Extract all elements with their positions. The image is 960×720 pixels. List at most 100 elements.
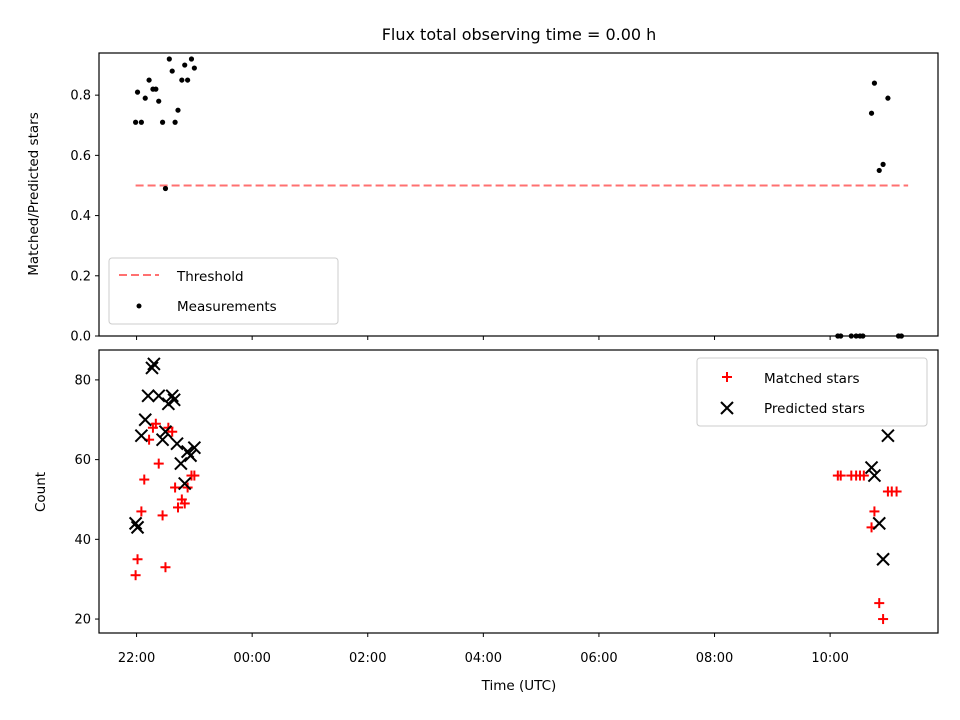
predicted-star-point: [130, 520, 145, 535]
top-y-ticks: 0.0 0.2 0.4 0.6 0.8: [70, 89, 99, 345]
matched-legend-swatch: [722, 372, 732, 382]
predicted-x-b: [158, 425, 173, 439]
predicted-x-b: [145, 361, 159, 375]
matched-star-point: [157, 510, 168, 521]
matched-star-point: [891, 486, 902, 497]
measurement-point: [162, 185, 169, 192]
predicted-star-point: [881, 428, 895, 443]
matched-star-point: [167, 426, 178, 437]
y-tick-label: 60: [74, 453, 91, 468]
measurement-point: [185, 77, 191, 83]
bottom-x-ticks: 22:00 00:00 02:00 04:00 06:00 08:00 10:00: [118, 633, 849, 666]
predicted-star-point: [178, 476, 192, 491]
measurement-point: [142, 95, 148, 101]
threshold-legend-label: Threshold: [176, 269, 244, 285]
measurement-point: [172, 119, 178, 125]
measurement-point: [159, 119, 166, 125]
x-tick-label: 08:00: [696, 651, 733, 666]
top-legend-box: [108, 257, 339, 325]
predicted-x-b: [867, 468, 882, 483]
x-tick-label: 02:00: [349, 651, 386, 666]
predicted-star-point: [147, 357, 161, 371]
measurement-point: [166, 56, 172, 62]
predicted-legend-swatch: [720, 401, 734, 415]
matched-star-point: [172, 502, 183, 513]
measurement-point: [871, 80, 878, 86]
predicted-x-b: [174, 456, 188, 471]
predicted-star-point: [152, 389, 166, 403]
x-tick-label: 04:00: [465, 651, 502, 666]
bottom-y-ticks: 20 40 60 80: [74, 373, 99, 628]
predicted-star-point: [170, 436, 184, 451]
predicted-x-b: [170, 436, 184, 451]
predicted-star-point: [155, 432, 170, 447]
predicted-x-b: [881, 428, 895, 443]
chart-title: Flux total observing time = 0.00 h: [382, 25, 657, 44]
predicted-x-b: [138, 413, 152, 427]
y-tick-label: 0.6: [70, 149, 91, 164]
y-tick-label: 80: [74, 373, 91, 388]
predicted-x-b: [152, 389, 166, 403]
x-tick-label: 10:00: [811, 651, 848, 666]
matched-star-point: [130, 570, 141, 581]
predicted-star-point: [138, 413, 152, 427]
measurement-point: [876, 167, 882, 174]
predicted-star-point: [867, 468, 882, 483]
measurement-point: [138, 119, 144, 125]
predicted-star-point: [876, 552, 890, 566]
matched-star-point: [150, 418, 161, 429]
measurement-point: [880, 161, 886, 167]
predicted-star-point: [174, 456, 188, 471]
predicted-x-b: [165, 389, 179, 403]
top-legend: Threshold Measurements: [108, 257, 339, 325]
measurements-legend-swatch: [136, 303, 142, 309]
predicted-star-point: [134, 428, 149, 443]
measurement-point: [133, 119, 139, 125]
measurement-point: [191, 65, 197, 71]
bottom-legend-box: [696, 357, 928, 427]
predicted-legend-label: Predicted stars: [764, 401, 865, 417]
matched-star-point: [160, 562, 171, 573]
matched-legend-label: Matched stars: [764, 371, 860, 387]
predicted-star-point: [161, 397, 176, 411]
measurement-point: [885, 95, 891, 101]
top-axes-frame: [98, 52, 939, 337]
predicted-x-b: [178, 476, 192, 491]
measurement-points: [133, 56, 904, 339]
measurement-point: [179, 77, 185, 83]
matched-star-point: [878, 614, 889, 625]
x-tick-label: 22:00: [118, 651, 155, 666]
matched-star-point: [136, 506, 147, 517]
predicted-star-point: [141, 389, 155, 403]
predicted-x-b: [864, 460, 879, 475]
predicted-star-point: [158, 425, 173, 439]
bottom-y-axis-label: Count: [33, 472, 49, 512]
predicted-star-point: [183, 448, 198, 463]
predicted-star-point: [128, 516, 143, 531]
top-x-ticks: [136, 336, 831, 340]
measurement-point: [153, 86, 159, 92]
predicted-x-b: [128, 516, 143, 531]
x-axis-label: Time (UTC): [481, 678, 557, 694]
matched-star-point: [835, 470, 846, 481]
matched-star-point: [139, 474, 150, 485]
predicted-x-b: [872, 516, 886, 531]
predicted-x-b: [134, 428, 149, 443]
predicted-star-point: [145, 361, 159, 375]
matched-star-point: [869, 506, 880, 517]
measurement-point: [182, 62, 188, 68]
predicted-star-point: [167, 393, 181, 407]
matched-star-point: [179, 498, 190, 509]
predicted-star-point: [872, 516, 886, 531]
predicted-star-point: [187, 440, 202, 455]
matched-star-point: [153, 458, 164, 469]
matched-star-point: [132, 554, 143, 565]
predicted-x-b: [167, 393, 181, 407]
y-tick-label: 0.2: [70, 269, 91, 284]
measurement-point: [156, 98, 162, 104]
y-tick-label: 0.4: [70, 209, 91, 224]
x-tick-label: 06:00: [580, 651, 617, 666]
bottom-legend: Matched stars Predicted stars: [696, 357, 928, 427]
predicted-star-point: [864, 460, 879, 475]
predicted-x-b: [155, 432, 170, 447]
